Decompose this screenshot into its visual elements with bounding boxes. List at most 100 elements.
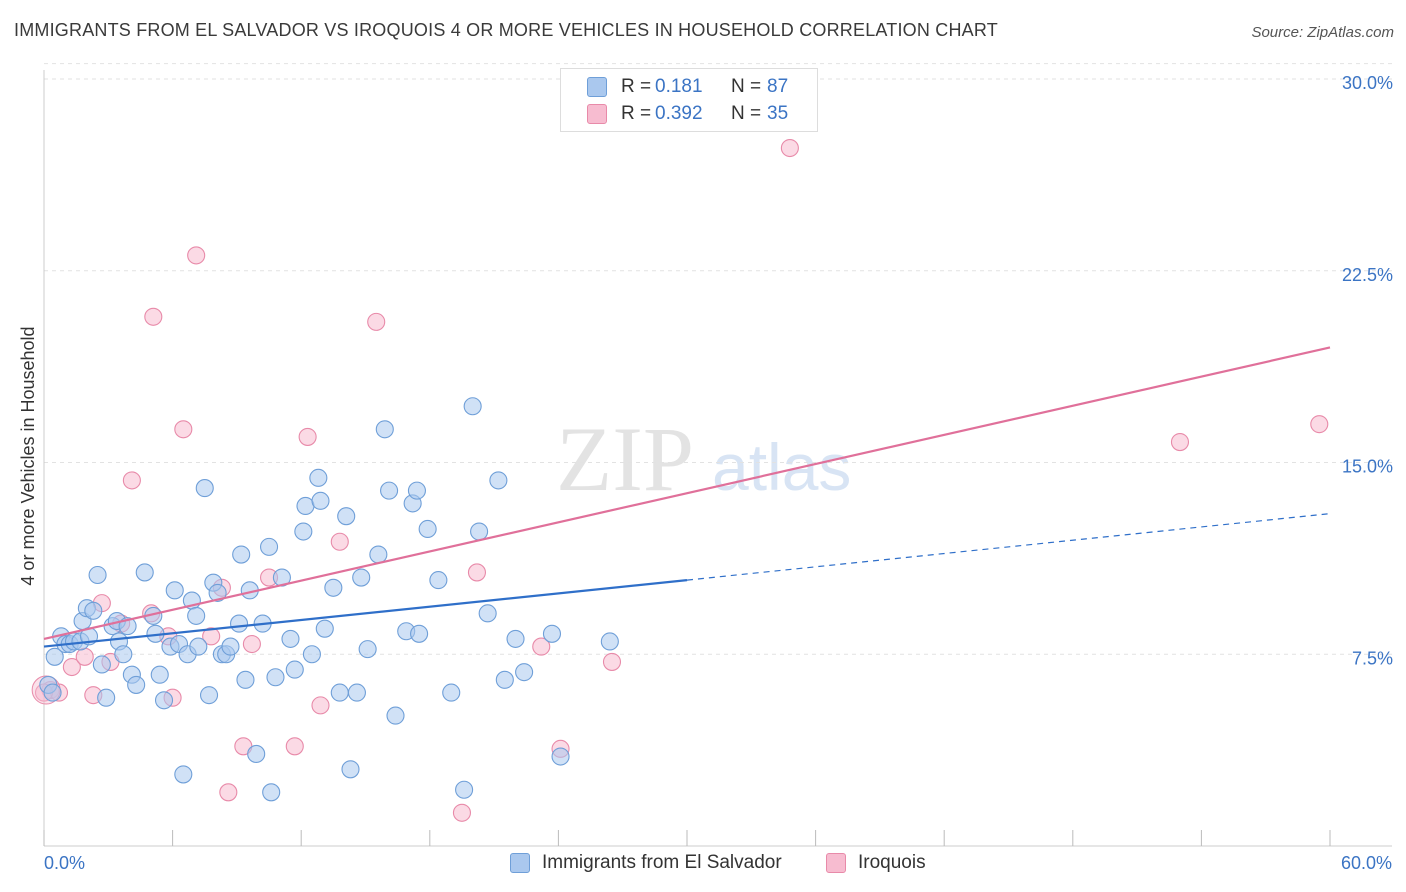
y-tick-label: 22.5%: [1342, 265, 1393, 285]
watermark: ZIP atlas: [556, 408, 851, 510]
el-salvador-point: [189, 637, 208, 656]
el-salvador-point: [463, 397, 482, 416]
el-salvador-point: [455, 780, 474, 799]
el-salvador-point: [375, 420, 394, 439]
el-salvador-point: [236, 670, 255, 689]
x-ticks: [43, 830, 1331, 846]
el-salvador-point: [407, 481, 426, 500]
iroquois-point: [1170, 432, 1190, 452]
gridlines: [44, 63, 1392, 655]
legend-r-value: 0.392: [655, 103, 703, 124]
watermark-zip: ZIP: [556, 408, 694, 510]
source-label: Source: ZipAtlas.com: [1251, 24, 1394, 41]
legend-row-iroquois: R = 0.392 N = 35: [587, 102, 788, 126]
el-salvador-point: [380, 481, 399, 500]
iroquois-point: [452, 803, 472, 822]
legend-n-value: 35: [767, 103, 789, 124]
iroquois-point: [219, 783, 238, 802]
el-salvador-point: [309, 468, 328, 487]
iroquois-point: [202, 627, 221, 646]
el-salvador-point: [195, 479, 214, 498]
iroquois-point: [311, 696, 330, 715]
el-salvador-point: [266, 668, 285, 687]
el-salvador-point: [386, 706, 405, 725]
el-salvador-point: [165, 581, 184, 600]
series-legend: Immigrants from El Salvador Iroquois: [0, 852, 1406, 878]
iroquois-point: [144, 307, 163, 326]
legend-row-el-salvador: R = 0.181 N = 87: [587, 75, 788, 99]
watermark-atlas: atlas: [712, 430, 851, 504]
legend-swatch-pink: [826, 853, 846, 873]
correlation-legend: R = 0.181 N = 87 R = 0.392 N = 35: [560, 68, 818, 132]
el-salvador-point: [341, 760, 360, 779]
el-salvador-point: [92, 655, 111, 674]
el-salvador-point: [208, 583, 227, 602]
el-salvador-point: [285, 660, 304, 679]
el-salvador-point: [43, 683, 62, 702]
el-salvador-point: [187, 606, 206, 625]
el-salvador-point: [515, 663, 534, 682]
axes: [43, 70, 1392, 847]
el-salvador-point: [199, 686, 219, 705]
iroquois-point: [467, 563, 487, 582]
legend-n-label: N =: [731, 76, 762, 97]
el-salvador-point: [259, 537, 279, 556]
legend-item-iroquois[interactable]: Iroquois: [826, 852, 926, 874]
el-salvador-point: [315, 619, 334, 638]
legend-swatch-blue: [587, 77, 607, 97]
el-salvador-point: [97, 688, 116, 707]
el-salvador-points: [39, 397, 619, 802]
legend-item-el-salvador[interactable]: Immigrants from El Salvador: [510, 852, 782, 874]
el-salvador-point: [294, 522, 313, 541]
el-salvador-point: [358, 640, 377, 659]
el-salvador-point: [600, 632, 619, 651]
iroquois-point: [122, 471, 141, 490]
el-salvador-point: [347, 683, 366, 702]
y-tick-label: 15.0%: [1342, 457, 1393, 477]
el-salvador-point: [302, 645, 321, 664]
el-salvador-point: [154, 691, 174, 710]
el-salvador-point: [551, 747, 570, 766]
el-salvador-point: [429, 571, 448, 590]
el-salvador-point: [337, 507, 356, 526]
el-salvador-point: [135, 563, 154, 582]
x-tick-label-max: 60.0%: [1341, 853, 1392, 873]
iroquois-point: [62, 657, 81, 677]
el-salvador-point: [506, 629, 525, 648]
el-salvador-point: [127, 675, 146, 694]
el-salvador-point: [150, 665, 169, 684]
y-tick-label: 7.5%: [1352, 648, 1393, 668]
y-axis-label: 4 or more Vehicles in Household: [18, 326, 38, 585]
el-salvador-point: [542, 624, 562, 643]
el-salvador-point: [324, 578, 343, 597]
legend-r-label: R =: [621, 76, 652, 97]
el-salvador-point: [262, 783, 281, 802]
iroquois-point: [298, 427, 317, 446]
y-tick-label: 30.0%: [1342, 73, 1393, 93]
el-salvador-point: [232, 545, 251, 564]
legend-label-iroquois: Iroquois: [858, 852, 926, 873]
trendlines: [43, 346, 1331, 648]
iroquois-point: [1310, 415, 1329, 434]
iroquois-point: [367, 312, 386, 331]
iroquois-point: [174, 420, 193, 439]
el-salvador-point: [330, 683, 349, 702]
el-salvador-point: [45, 647, 64, 666]
legend-swatch-blue: [510, 853, 530, 873]
legend-r-label: R =: [621, 103, 652, 124]
iroquois-point: [75, 647, 94, 666]
el-salvador-point: [247, 744, 266, 764]
iroquois-trendline: [43, 346, 1331, 640]
el-salvador-point: [229, 614, 249, 633]
legend-n-value: 87: [767, 76, 789, 97]
el-salvador-point: [418, 519, 437, 539]
el-salvador-point: [495, 670, 514, 689]
iroquois-point: [187, 246, 206, 265]
el-salvador-point: [489, 471, 508, 490]
legend-swatch-pink: [587, 104, 607, 124]
el-salvador-point: [296, 496, 315, 516]
el-salvador-point: [88, 565, 107, 585]
iroquois-point: [330, 532, 349, 551]
iroquois-point: [780, 138, 799, 158]
